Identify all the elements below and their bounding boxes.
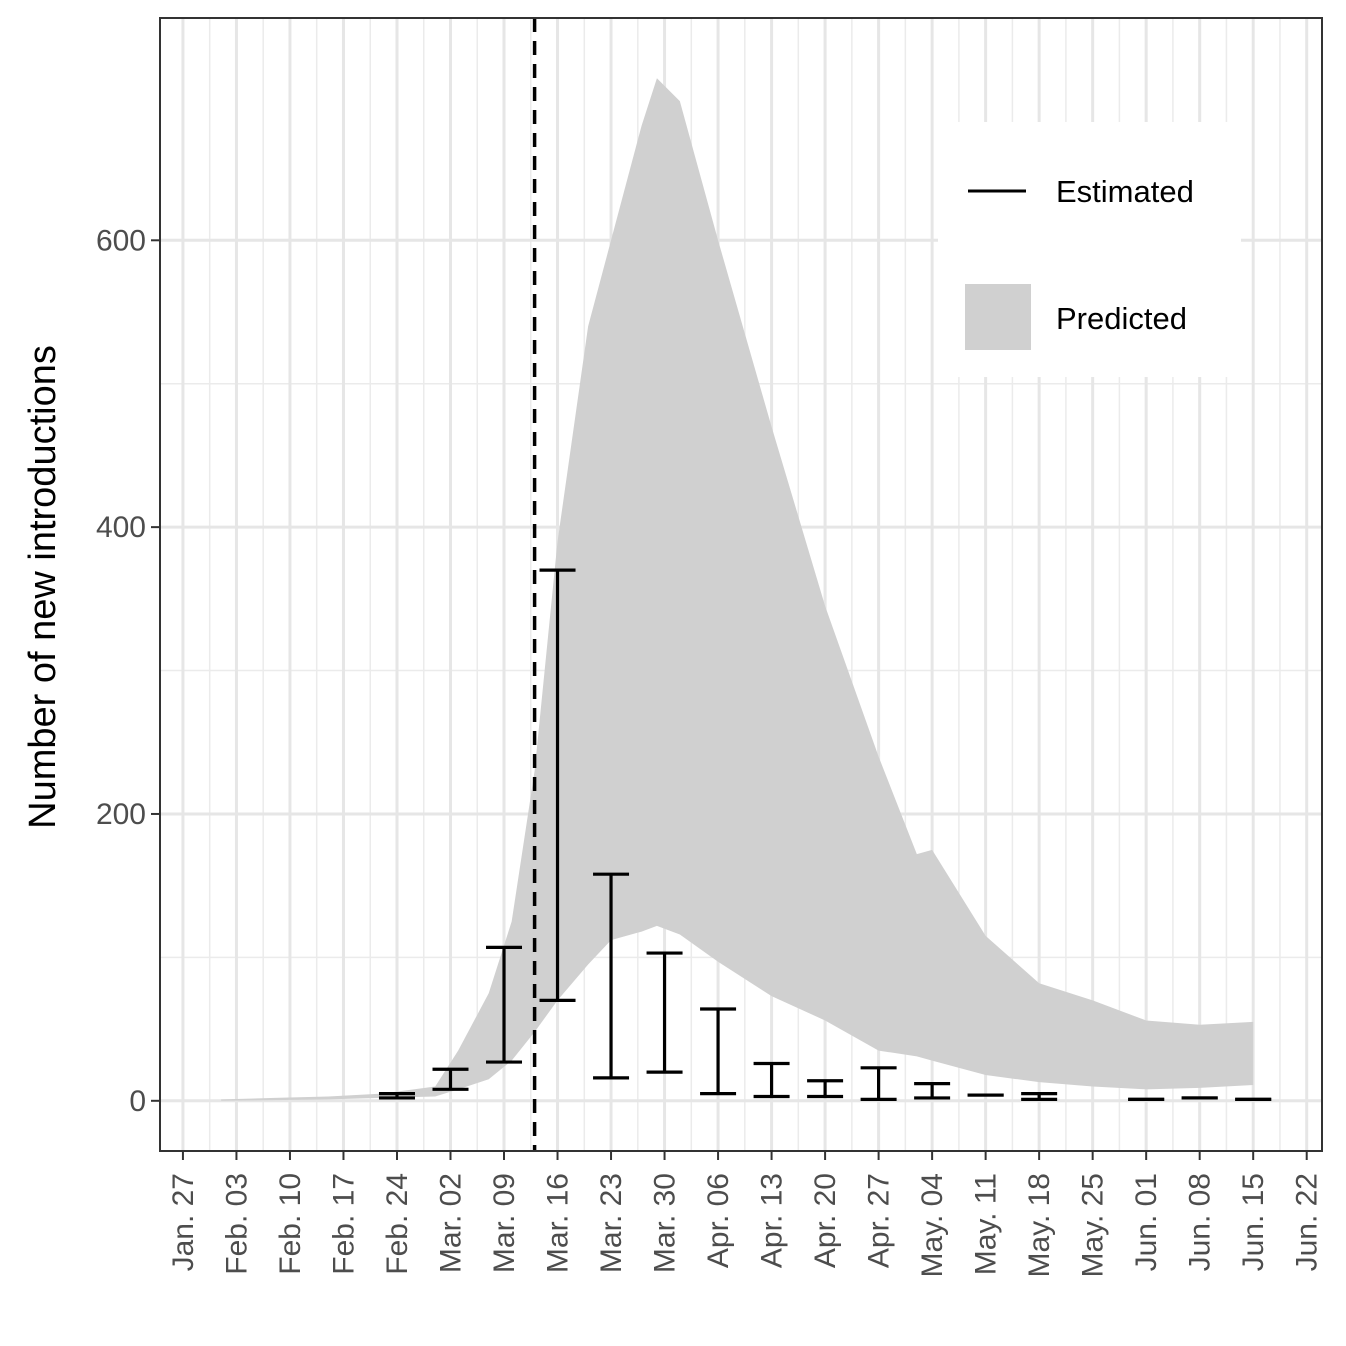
estimated-errorbar-layer xyxy=(378,568,1272,1101)
x-tick-label: Mar. 02 xyxy=(435,1173,468,1273)
x-tick-label: Jun. 15 xyxy=(1237,1173,1270,1271)
y-tick-label: 400 xyxy=(96,511,146,544)
x-axis: Jan. 27 Feb. 03 Feb. 10 Feb. 17 Feb. 24 Mar. … xyxy=(167,1151,1324,1278)
x-tick-label: Apr. 20 xyxy=(809,1173,842,1268)
estimated-errorbar xyxy=(539,568,576,1003)
y-tick-label: 200 xyxy=(96,798,146,831)
x-tick-label: May. 04 xyxy=(916,1173,949,1278)
estimated-errorbar xyxy=(646,951,683,1074)
x-tick-label: Feb. 10 xyxy=(274,1173,307,1275)
x-tick-label: May. 25 xyxy=(1077,1173,1110,1278)
x-tick-label: Mar. 30 xyxy=(649,1173,682,1273)
predicted-ribbon-layer xyxy=(221,78,1254,1101)
legend: Estimated Predicted xyxy=(938,122,1241,377)
estimated-errorbar xyxy=(807,1079,844,1099)
estimated-errorbar xyxy=(432,1067,469,1091)
x-tick-label: Jun. 22 xyxy=(1291,1173,1324,1271)
legend-label-predicted: Predicted xyxy=(1056,301,1187,336)
estimated-errorbar xyxy=(700,1007,737,1096)
x-tick-label: Apr. 06 xyxy=(702,1173,735,1268)
x-tick-label: Mar. 09 xyxy=(488,1173,521,1273)
x-tick-label: Feb. 24 xyxy=(381,1173,414,1275)
y-axis: 0 200 400 600 xyxy=(96,224,160,1118)
x-tick-label: Feb. 17 xyxy=(327,1173,360,1275)
x-tick-label: Jan. 27 xyxy=(167,1173,200,1271)
x-tick-label: Mar. 16 xyxy=(542,1173,575,1273)
estimated-errorbar xyxy=(486,945,523,1064)
panel-border xyxy=(159,17,1323,1152)
x-tick-label: Mar. 23 xyxy=(595,1173,628,1273)
predicted-ribbon xyxy=(221,78,1254,1101)
legend-key-predicted xyxy=(965,284,1031,350)
estimated-errorbar xyxy=(914,1081,951,1100)
estimated-errorbar xyxy=(378,1092,415,1100)
x-tick-label: Jun. 08 xyxy=(1184,1173,1217,1271)
y-tick-label: 600 xyxy=(96,224,146,257)
y-axis-title: Number of new introductions xyxy=(22,345,64,829)
estimated-errorbar xyxy=(860,1066,897,1101)
estimated-errorbar xyxy=(593,872,630,1080)
x-tick-label: Apr. 13 xyxy=(756,1173,789,1268)
x-tick-label: Apr. 27 xyxy=(863,1173,896,1268)
legend-label-estimated: Estimated xyxy=(1056,174,1194,209)
x-tick-label: Feb. 03 xyxy=(220,1173,253,1275)
x-tick-label: Jun. 01 xyxy=(1130,1173,1163,1271)
estimated-errorbar xyxy=(753,1061,790,1099)
estimated-errorbar xyxy=(1021,1092,1058,1101)
x-tick-label: May. 11 xyxy=(970,1173,1003,1275)
y-tick-label: 0 xyxy=(129,1085,146,1118)
x-tick-label: May. 18 xyxy=(1023,1173,1056,1278)
